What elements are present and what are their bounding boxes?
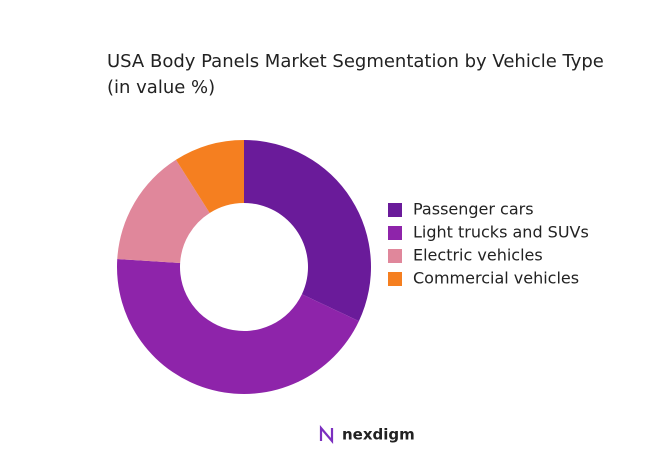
logo-text: nexdigm [342,426,415,444]
donut-segment [244,140,371,322]
legend-label: Passenger cars [413,200,534,219]
logo: nexdigm [319,424,415,445]
legend-label: Electric vehicles [413,246,543,265]
legend-swatch [388,272,402,286]
chart-subtitle: (in value %) [107,77,215,98]
legend-swatch [388,249,402,263]
legend-swatch [388,226,402,240]
donut-segment [175,140,244,213]
legend-label: Light trucks and SUVs [413,223,589,242]
legend-swatch [388,203,402,217]
donut-segment [116,259,359,394]
chart-title: USA Body Panels Market Segmentation by V… [107,51,604,72]
legend-label: Commercial vehicles [413,269,579,288]
donut-segment [117,159,210,263]
logo-icon [319,424,334,445]
